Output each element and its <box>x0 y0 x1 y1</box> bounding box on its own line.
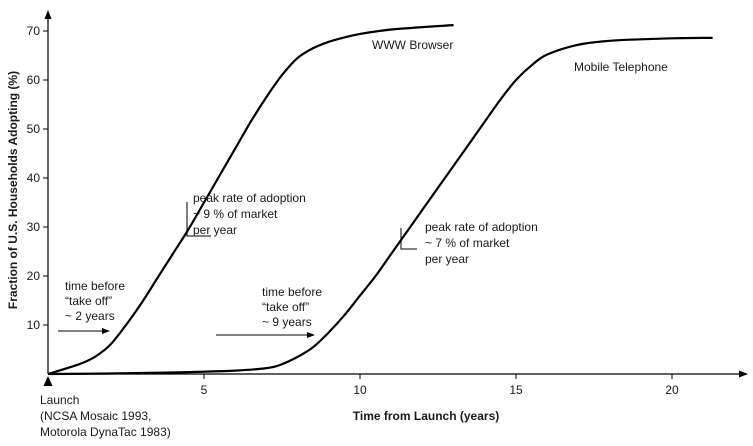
mobile-takeoff-arrowhead-icon <box>307 332 315 338</box>
x-tick-label: 20 <box>665 383 679 397</box>
mobile-peak-line-2: ~ 7 % of market <box>425 236 510 250</box>
x-tick-label: 15 <box>509 383 523 397</box>
launch-line-2: (NCSA Mosaic 1993, <box>40 409 151 423</box>
y-tick-label: 40 <box>27 171 41 185</box>
mobile-takeoff-annotation: time before “take off” ~ 9 years <box>262 285 325 329</box>
www-peak-line-1: peak rate of adoption <box>193 191 306 205</box>
mobile-peak-line-1: peak rate of adoption <box>425 220 538 234</box>
www-peak-line-3: per year <box>193 223 237 237</box>
launch-marker-icon <box>43 376 53 386</box>
y-tick-label: 50 <box>27 122 41 136</box>
series-group <box>47 24 713 376</box>
www-takeoff-annotation: time before “take off” ~ 2 years <box>65 279 128 323</box>
series-label-www-browser: WWW Browser <box>372 38 453 52</box>
launch-line-3: Motorola DynaTac 1983) <box>40 425 171 439</box>
mobile-peak-line-3: per year <box>425 252 469 266</box>
www-browser-curve <box>47 24 454 376</box>
www-takeoff-line-2: “take off” <box>65 294 112 308</box>
www-takeoff-arrowhead-icon <box>102 328 110 334</box>
www-peak-annotation: peak rate of adoption ~ 9 % of market pe… <box>193 191 309 237</box>
www-takeoff-line-3: ~ 2 years <box>65 309 115 323</box>
www-takeoff-line-1: time before <box>65 279 125 293</box>
mobile-takeoff-line-1: time before <box>262 285 322 299</box>
launch-line-1: Launch <box>40 393 79 407</box>
x-axis-title: Time from Launch (years) <box>353 409 499 423</box>
y-tick-label: 30 <box>27 220 41 234</box>
www-slope-marker <box>186 202 211 237</box>
mobile-slope-marker <box>400 228 417 250</box>
mobile-takeoff-line-3: ~ 9 years <box>262 315 312 329</box>
x-axis-arrow-icon <box>739 370 748 378</box>
y-tick-label: 70 <box>27 24 41 38</box>
launch-annotation: Launch (NCSA Mosaic 1993, Motorola DynaT… <box>40 393 171 439</box>
x-tick-label: 10 <box>353 383 367 397</box>
y-tick-label: 10 <box>27 318 41 332</box>
tick-group: 5 10 15 20 10 20 30 40 50 60 70 <box>27 24 679 397</box>
series-label-mobile-telephone: Mobile Telephone <box>574 60 668 74</box>
mobile-telephone-curve <box>47 36 713 376</box>
y-tick-label: 20 <box>27 269 41 283</box>
x-tick-label: 5 <box>201 383 208 397</box>
y-axis-arrow-icon <box>44 10 52 19</box>
axes <box>44 10 748 378</box>
mobile-takeoff-line-2: “take off” <box>262 300 309 314</box>
y-tick-label: 60 <box>27 73 41 87</box>
www-peak-line-2: ~ 9 % of market <box>193 207 278 221</box>
mobile-peak-annotation: peak rate of adoption ~ 7 % of market pe… <box>425 220 541 266</box>
y-axis-title: Fraction of U.S. Households Adopting (%) <box>6 71 20 309</box>
